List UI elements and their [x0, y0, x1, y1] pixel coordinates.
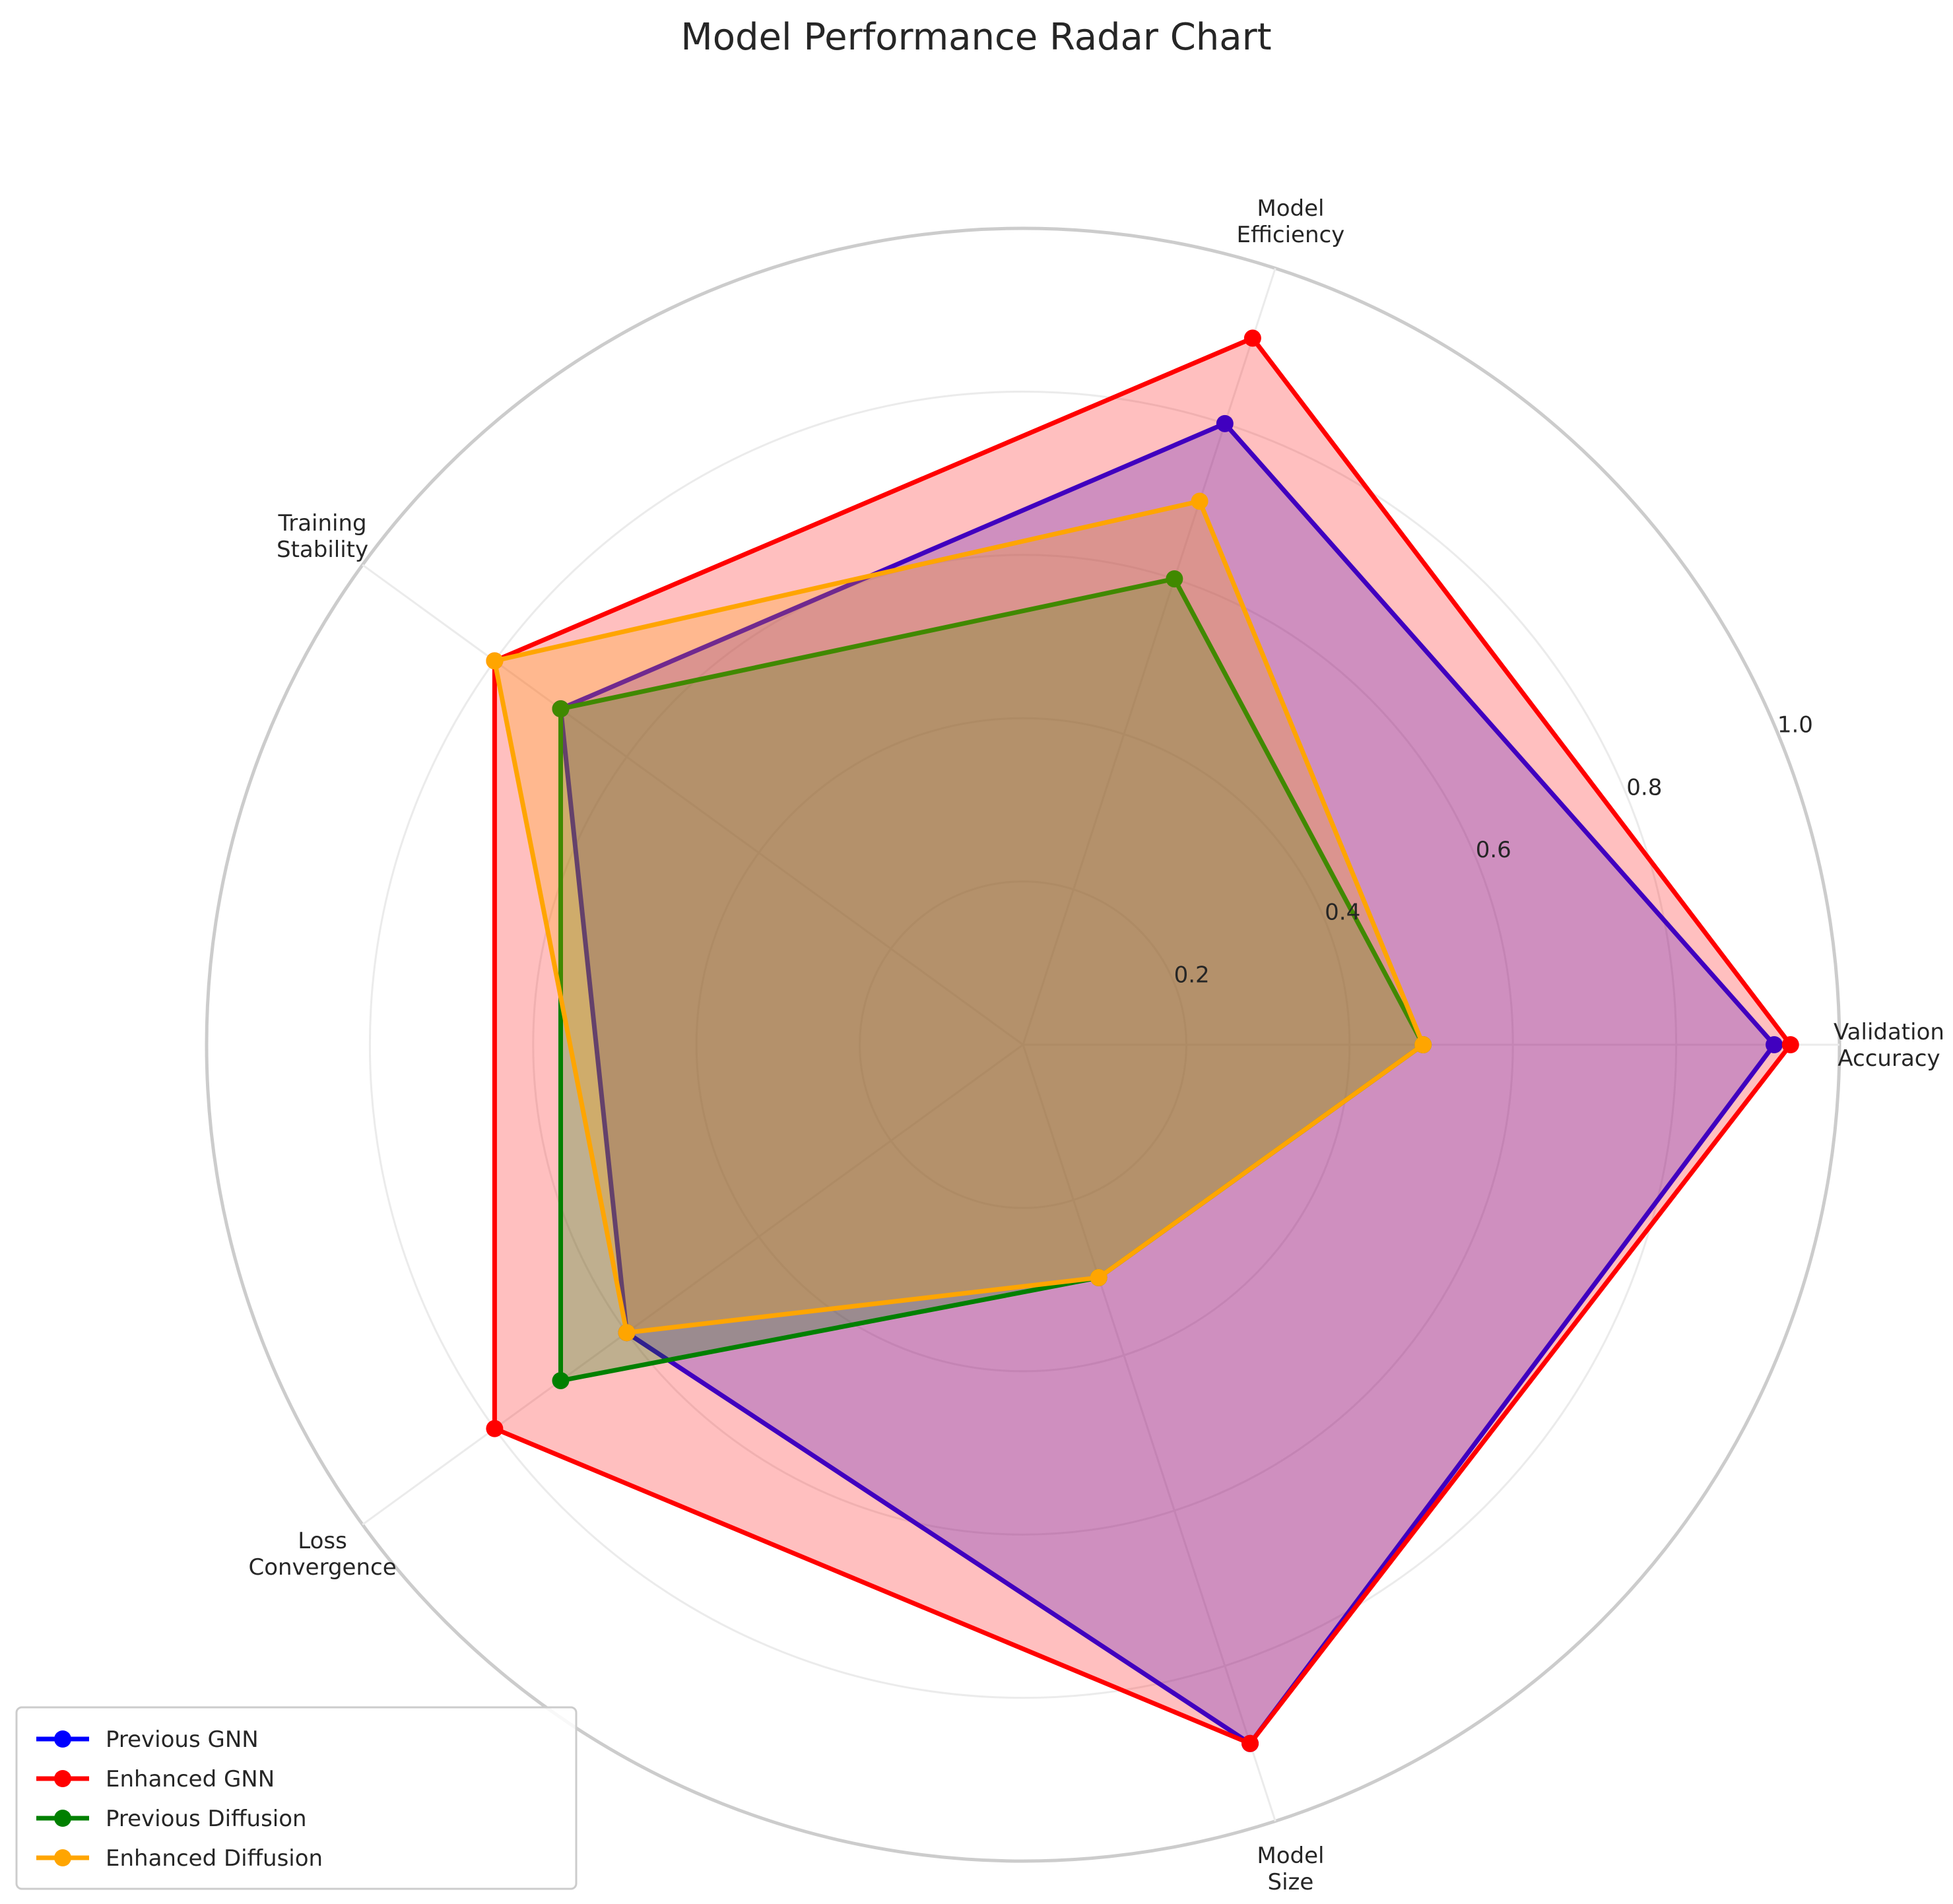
data-point-2-2 [552, 700, 570, 718]
series-fill-0 [560, 423, 1774, 1744]
data-point-1-1 [1243, 329, 1261, 347]
data-point-1-4 [1241, 1734, 1259, 1752]
axis-label-4: Model Size [1257, 1843, 1324, 1895]
chart-title: Model Performance Radar Chart [680, 16, 1271, 59]
series-layer [486, 329, 1799, 1752]
r-tick-label: 0.6 [1476, 837, 1511, 863]
data-point-1-3 [486, 1420, 504, 1437]
axis-label-2: Training Stability [277, 510, 368, 563]
series-fill-1 [494, 338, 1791, 1744]
legend-label-3: Enhanced Diffusion [106, 1845, 323, 1872]
data-point-1-0 [1781, 1036, 1799, 1053]
axis-label-1: Model Efficiency [1237, 195, 1345, 248]
series-line-1 [492, 335, 1793, 1746]
legend-label-2: Previous Diffusion [106, 1806, 307, 1832]
r-tick-label: 0.4 [1325, 900, 1360, 926]
data-point-3-1 [1191, 492, 1208, 510]
spoke-2 [362, 564, 1024, 1046]
data-point-0-0 [1766, 1036, 1783, 1053]
legend-box [15, 1706, 578, 1890]
label-layer: 0.2 0.4 0.6 0.8 1.0 Validation Accuracy Model Ef… [248, 195, 1944, 1895]
spoke-3 [362, 1043, 1024, 1526]
data-point-3-2 [486, 652, 504, 670]
legend-marker-2 [54, 1810, 71, 1827]
r-tick-label: 0.2 [1174, 962, 1210, 988]
legend-marker-1 [54, 1770, 71, 1787]
spoke-1 [1022, 268, 1276, 1045]
legend-marker-0 [54, 1730, 71, 1748]
r-tick-label: 0.8 [1626, 774, 1662, 801]
spoke-4 [1022, 1044, 1276, 1822]
legend-label-0: Previous GNN [106, 1726, 259, 1753]
series-fill-2 [560, 579, 1424, 1381]
legend-label-1: Enhanced GNN [106, 1766, 275, 1792]
legend: Previous GNN Enhanced GNN Previous Diffusi… [15, 1706, 578, 1890]
data-point-3-4 [1090, 1268, 1108, 1286]
data-point-3-3 [618, 1324, 636, 1342]
series-fill-3 [494, 501, 1424, 1333]
series-line-3 [492, 499, 1426, 1335]
axis-label-0: Validation Accuracy [1834, 1019, 1944, 1072]
r-tick-label: 1.0 [1777, 712, 1813, 739]
axis-label-3: Loss Convergence [248, 1528, 396, 1581]
data-point-3-0 [1414, 1036, 1432, 1053]
data-point-2-1 [1166, 570, 1183, 588]
data-point-0-1 [1216, 414, 1234, 432]
legend-marker-3 [54, 1849, 71, 1866]
data-point-2-3 [552, 1371, 570, 1389]
